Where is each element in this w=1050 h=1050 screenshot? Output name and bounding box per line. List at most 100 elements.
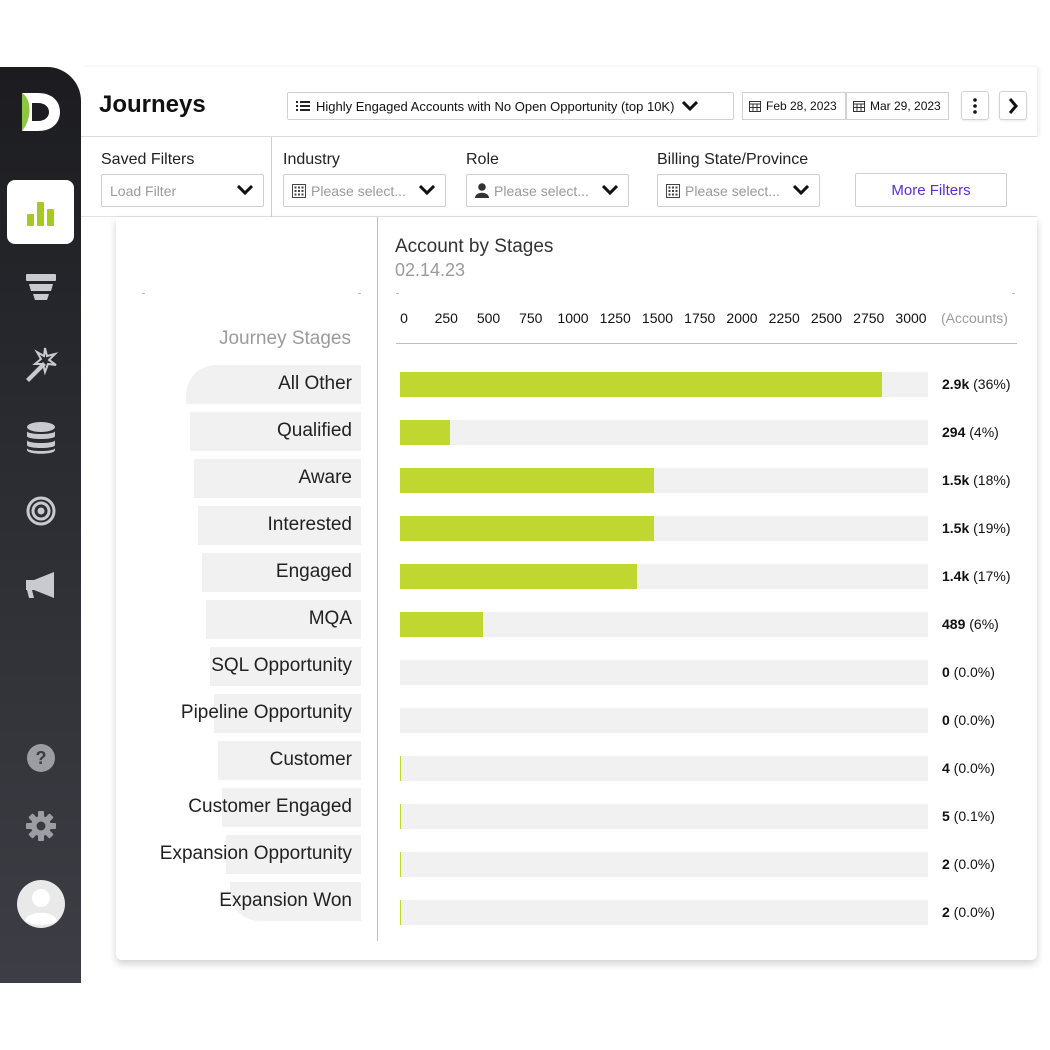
- stage-row: Engaged: [116, 553, 362, 592]
- nav-campaigns[interactable]: [0, 552, 81, 618]
- bar-fill[interactable]: [400, 564, 637, 589]
- stage-band: [186, 365, 361, 404]
- bar-value: 5: [942, 808, 950, 824]
- x-tick-label: 2750: [853, 310, 885, 326]
- date-end-picker[interactable]: Mar 29, 2023: [846, 92, 949, 120]
- help-icon: ?: [26, 744, 55, 772]
- bar-track: [400, 900, 928, 925]
- x-tick-label: 500: [476, 310, 501, 326]
- bar-value-label: 2 (0.0%): [942, 904, 995, 920]
- nav-targeting[interactable]: [0, 478, 81, 544]
- bar-fill[interactable]: [400, 756, 401, 781]
- megaphone-icon: [25, 572, 54, 598]
- saved-filters-placeholder: Load Filter: [110, 182, 177, 199]
- bar-track: [400, 612, 928, 637]
- nav-profile[interactable]: [0, 871, 81, 937]
- x-tick-label: 2250: [768, 310, 800, 326]
- bar-value: 1.5k: [942, 520, 970, 536]
- target-icon: [26, 496, 55, 526]
- bar-value: 0: [942, 664, 950, 680]
- logo-icon[interactable]: [18, 89, 64, 135]
- dash-mark: [396, 293, 399, 294]
- billing-select[interactable]: Please select...: [657, 174, 820, 207]
- bar-percent: (4%): [965, 424, 999, 440]
- bar-fill[interactable]: [400, 468, 654, 493]
- dash-mark: [1012, 293, 1015, 294]
- stage-label: All Other: [278, 373, 352, 394]
- journey-select[interactable]: Highly Engaged Accounts with No Open Opp…: [287, 92, 734, 120]
- bar-value: 0: [942, 712, 950, 728]
- chevron-down-icon: [602, 185, 618, 195]
- journey-stages-header: Journey Stages: [218, 328, 351, 349]
- stage-label: MQA: [308, 608, 352, 629]
- bar-fill[interactable]: [400, 612, 483, 637]
- date-start-picker[interactable]: Feb 28, 2023: [742, 92, 846, 120]
- bar-value: 2.9k: [942, 376, 970, 392]
- kebab-menu-icon: [973, 97, 977, 114]
- stage-band: [210, 647, 361, 686]
- stage-row: Customer Engaged: [116, 788, 362, 827]
- nav-help[interactable]: ?: [0, 725, 81, 791]
- bar-percent: (17%): [969, 568, 1011, 584]
- chart-subtitle: 02.14.23: [395, 260, 466, 280]
- stage-band: [202, 553, 361, 592]
- person-icon: [475, 183, 489, 198]
- nav-funnel[interactable]: [0, 254, 81, 320]
- bar-value-label: 0 (0.0%): [942, 712, 995, 728]
- stage-row: Expansion Opportunity: [116, 835, 362, 874]
- nav-settings[interactable]: [0, 793, 81, 859]
- stage-band: [230, 882, 361, 921]
- bar-value: 1.4k: [942, 568, 970, 584]
- x-tick-label: 250: [434, 310, 458, 326]
- x-tick-label: 2000: [726, 310, 758, 326]
- billing-label: Billing State/Province: [657, 151, 809, 168]
- bar-value: 489: [942, 616, 966, 632]
- x-tick-label: 3000: [895, 310, 927, 326]
- bar-value-label: 1.5k (18%): [942, 472, 1010, 488]
- stage-band: [206, 600, 361, 639]
- user-avatar-icon: [16, 880, 65, 928]
- building-icon: [666, 183, 680, 198]
- stage-label: Expansion Opportunity: [159, 843, 352, 864]
- bar-value-label: 1.4k (17%): [942, 568, 1010, 584]
- stage-row: Expansion Won: [116, 882, 362, 921]
- x-tick-label: 1750: [684, 310, 716, 326]
- bar-value: 294: [942, 424, 966, 440]
- stage-label: Customer Engaged: [188, 796, 352, 817]
- more-filters-button[interactable]: More Filters: [855, 173, 1007, 207]
- bar-fill[interactable]: [400, 372, 882, 397]
- saved-filters-label: Saved Filters: [101, 151, 195, 168]
- role-select[interactable]: Please select...: [466, 174, 629, 207]
- bar-percent: (0.0%): [949, 760, 995, 776]
- stage-row: All Other: [116, 365, 362, 404]
- nav-analytics[interactable]: [0, 180, 81, 246]
- bar-percent: (36%): [969, 376, 1011, 392]
- chevron-down-icon: [237, 185, 253, 195]
- bar-fill[interactable]: [400, 804, 401, 829]
- nav-automation[interactable]: [0, 331, 81, 397]
- chart-title: Account by Stages: [395, 236, 554, 257]
- chevron-down-icon: [682, 101, 699, 111]
- chevron-down-icon: [419, 185, 435, 195]
- bar-value-label: 489 (6%): [942, 616, 999, 632]
- stage-band: [198, 506, 361, 545]
- stage-row: SQL Opportunity: [116, 647, 362, 686]
- chevron-right-icon: [1008, 97, 1018, 114]
- saved-filters-select[interactable]: Load Filter: [101, 174, 264, 207]
- bar-value: 2: [942, 856, 950, 872]
- x-tick-label: 2500: [810, 310, 843, 326]
- calendar-icon: [749, 101, 761, 112]
- next-button[interactable]: [999, 91, 1027, 120]
- bar-value-label: 4 (0.0%): [942, 760, 995, 776]
- x-axis-line: [396, 343, 1017, 344]
- stage-row: Aware: [116, 459, 362, 498]
- bar-track: [400, 660, 928, 685]
- industry-select[interactable]: Please select...: [283, 174, 446, 207]
- bar-percent: (0.1%): [949, 808, 995, 824]
- funnel-icon: [25, 274, 56, 300]
- bar-track: [400, 804, 928, 829]
- bar-fill[interactable]: [400, 516, 654, 541]
- more-options-button[interactable]: [961, 91, 989, 120]
- nav-data[interactable]: [0, 405, 81, 471]
- bar-fill[interactable]: [400, 420, 450, 445]
